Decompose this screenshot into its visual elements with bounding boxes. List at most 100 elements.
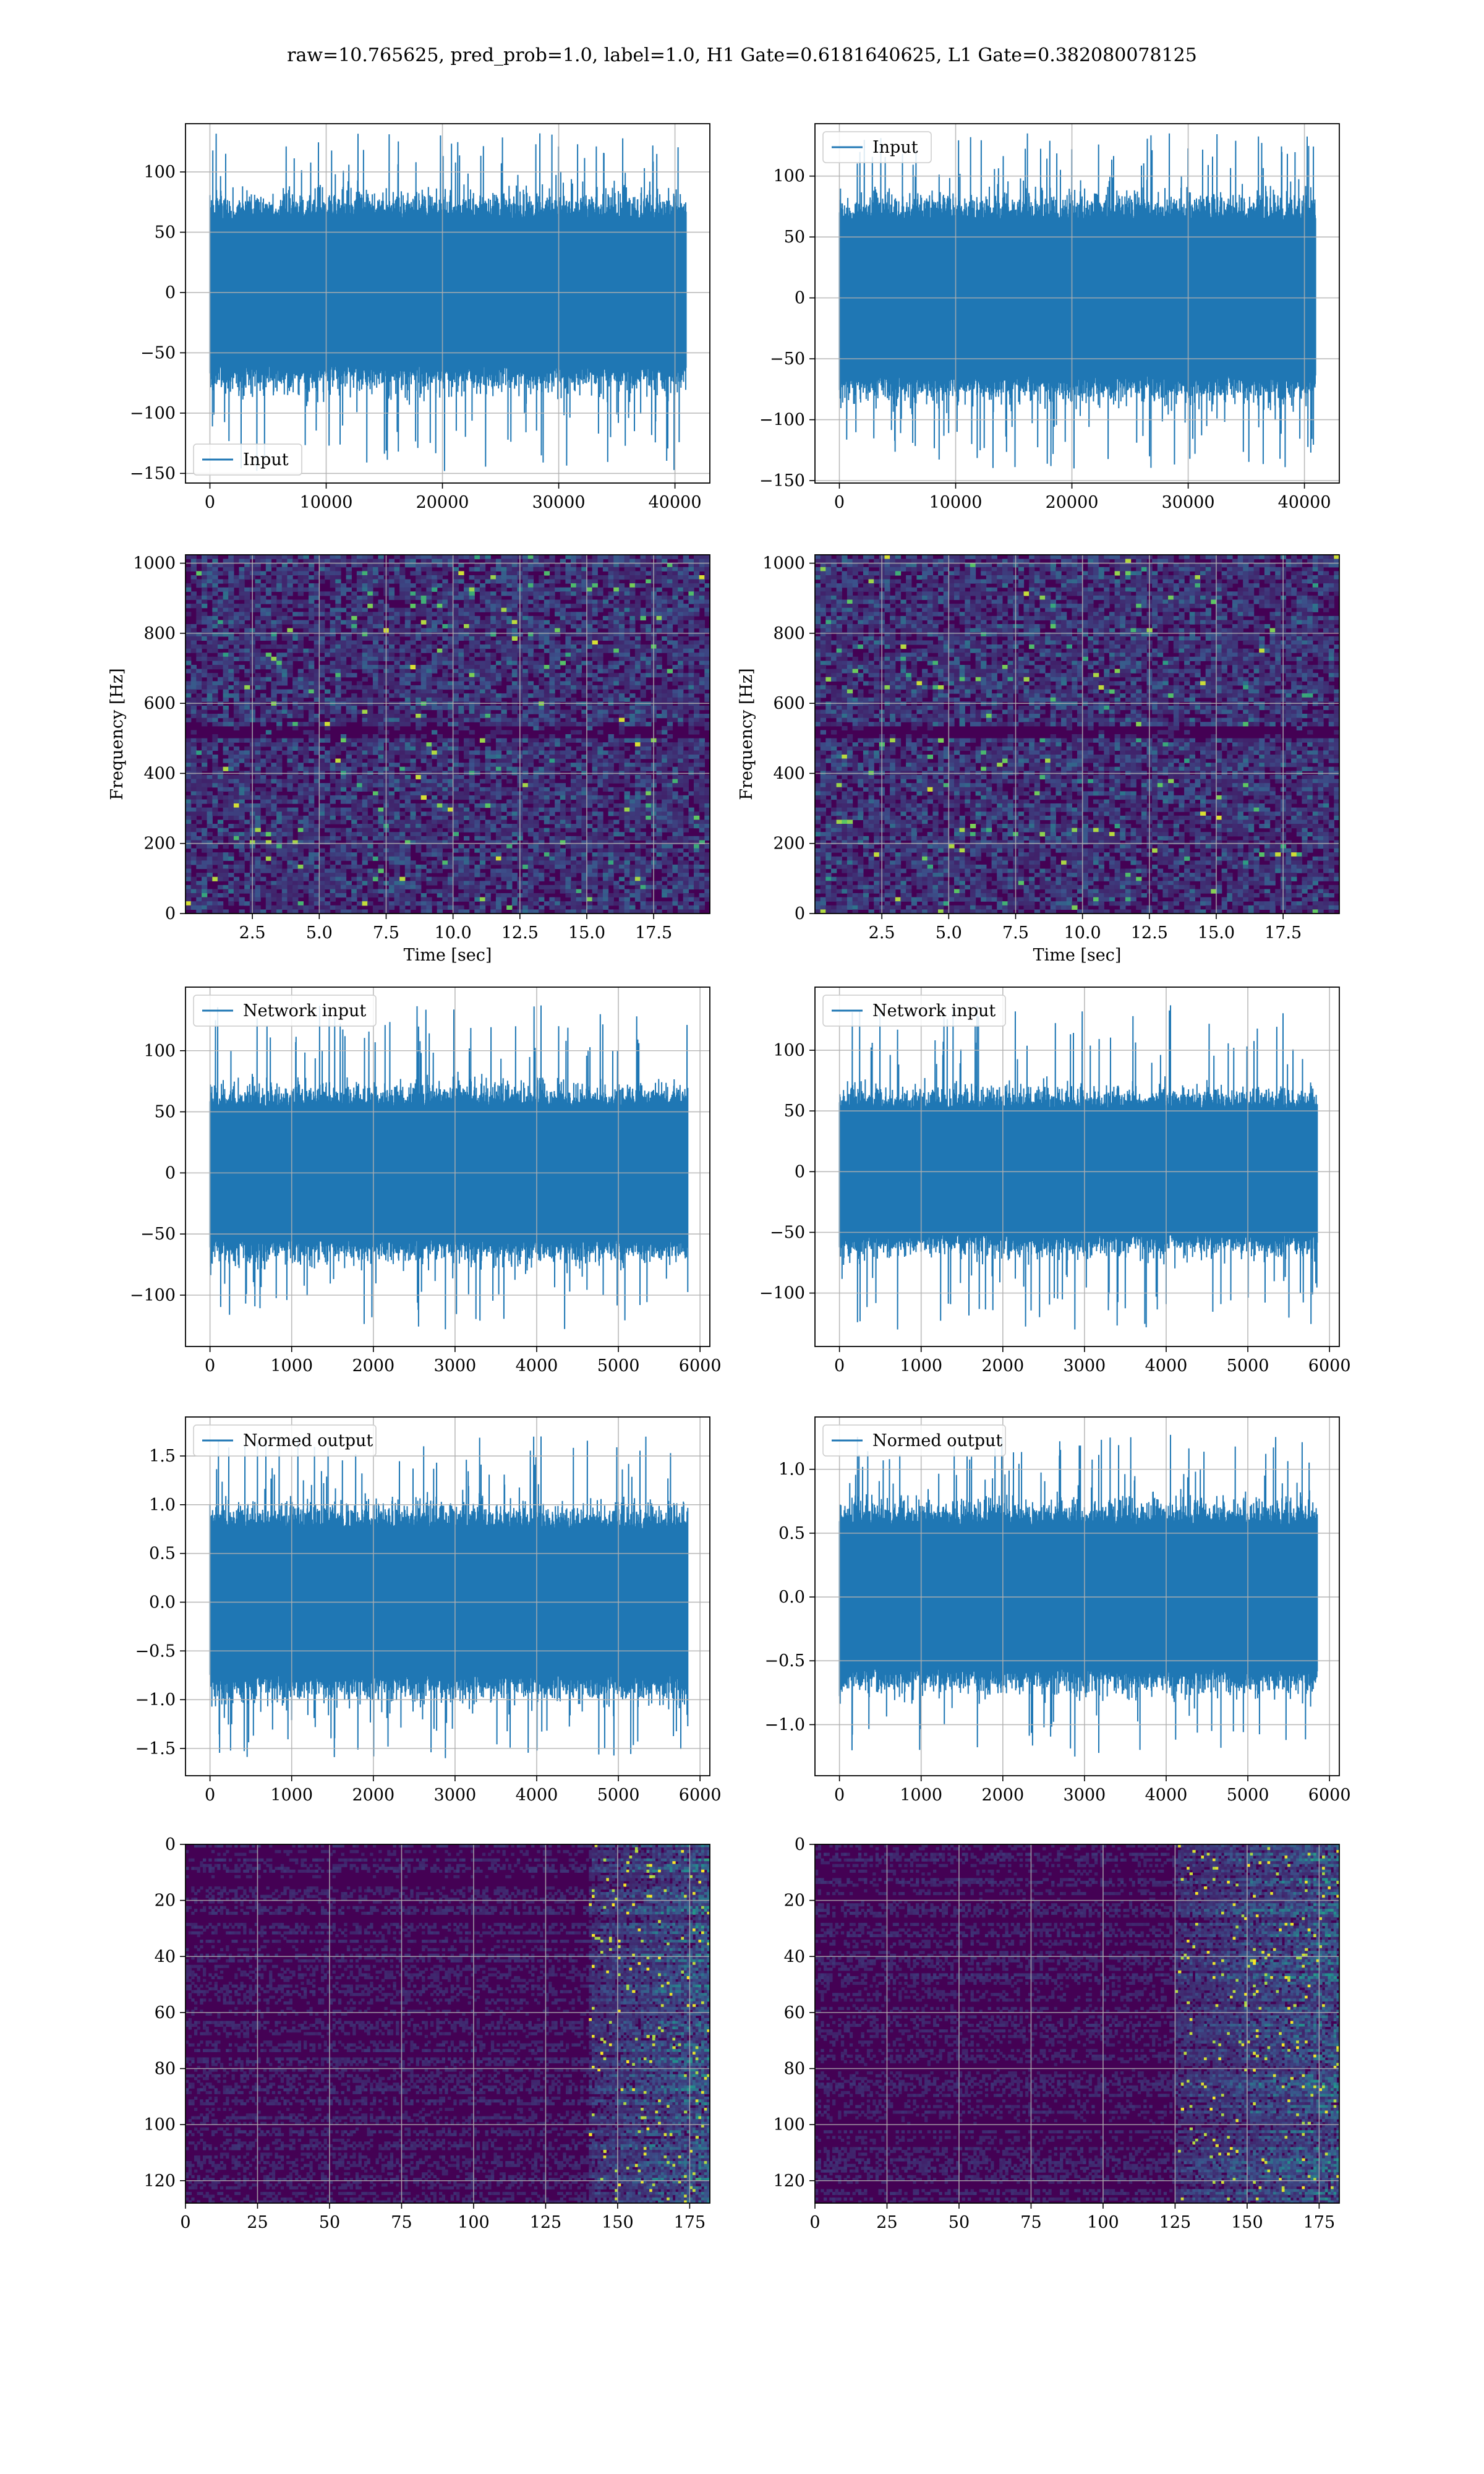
axes-frame (185, 1844, 710, 2204)
x-tick-label: 7.5 (1002, 923, 1029, 943)
heatmap-cells (186, 555, 710, 914)
chart-normed-output-h1: 0 1000 2000 3000 4000 5000 6000 −1.5 −1.0 −0.5 0.0… (135, 1416, 722, 1805)
plot-area (838, 1005, 1318, 1330)
y-tick-label: 600 (143, 694, 176, 713)
y-tick-label: 40 (155, 1947, 176, 1966)
grid-lines (815, 124, 1339, 483)
chart-input-l1: 0 10000 20000 30000 40000 −150 −100 −50 0 50 100 In… (759, 123, 1340, 512)
x-tick-label: 50 (319, 2213, 340, 2232)
legend-box (193, 995, 377, 1027)
x-tick-label: 6000 (1308, 1356, 1351, 1376)
legend: Normed output (822, 1424, 1006, 1457)
x-axis-label: Time [sec] (1033, 946, 1122, 965)
x-tick-label: 10000 (300, 493, 353, 512)
y-tick-label: −100 (130, 404, 176, 423)
y-tick-label: −0.5 (764, 1651, 805, 1671)
x-tick-label: 50 (949, 2213, 970, 2232)
axes-frame (814, 1416, 1340, 1776)
legend: Network input (193, 995, 377, 1027)
y-tick-label: −0.5 (135, 1641, 176, 1661)
x-tick-label: 3000 (434, 1356, 477, 1376)
y-tick-label: 120 (143, 2172, 176, 2191)
x-tick-label: 4000 (1145, 1356, 1188, 1376)
x-tick-label: 7.5 (373, 923, 399, 943)
y-tick-label: 0 (165, 904, 176, 923)
legend: Input (193, 443, 302, 476)
y-tick-label: 600 (773, 694, 805, 713)
y-tick-label: 20 (155, 1891, 176, 1911)
axes-frame (814, 1844, 1340, 2204)
series-line (209, 133, 687, 471)
y-tick-label: 50 (784, 1102, 805, 1121)
x-tick-label: 2000 (981, 1356, 1024, 1376)
x-tick-label: 2000 (352, 1356, 394, 1376)
x-tick-label: 100 (1087, 2213, 1119, 2232)
legend: Network input (822, 995, 1006, 1027)
ticks: 0 1000 2000 3000 4000 5000 6000 −100 −50 0 50 100 (130, 1042, 722, 1376)
x-tick-label: 10000 (929, 493, 983, 512)
y-tick-label: 60 (784, 2003, 805, 2022)
x-tick-label: 125 (1159, 2213, 1192, 2232)
x-tick-label: 20000 (416, 493, 469, 512)
series-line (838, 1005, 1318, 1330)
x-tick-label: 1000 (270, 1786, 313, 1805)
x-tick-label: 0 (205, 493, 215, 512)
x-tick-label: 6000 (679, 1356, 722, 1376)
y-tick-label: 60 (155, 2003, 176, 2022)
legend-box (822, 131, 932, 163)
x-tick-label: 12.5 (501, 923, 539, 943)
y-tick-label: 200 (773, 834, 805, 854)
chart-network-input-h1: 0 1000 2000 3000 4000 5000 6000 −100 −50 0 50 100 Ne… (130, 987, 722, 1376)
x-tick-label: 75 (391, 2213, 412, 2232)
x-tick-label: 6000 (679, 1786, 722, 1805)
y-tick-label: 100 (143, 163, 176, 182)
y-tick-label: −50 (140, 1225, 176, 1244)
legend-label: Network input (243, 1001, 366, 1021)
x-tick-label: 30000 (532, 493, 586, 512)
x-tick-label: 125 (530, 2213, 562, 2232)
x-tick-label: 100 (458, 2213, 490, 2232)
x-tick-label: 2.5 (239, 923, 266, 943)
x-tick-label: 5.0 (306, 923, 333, 943)
grid-lines (186, 987, 710, 1346)
x-tick-label: 40000 (649, 493, 702, 512)
y-tick-label: −1.5 (135, 1739, 176, 1758)
x-tick-label: 2000 (981, 1786, 1024, 1805)
y-tick-label: 1000 (133, 554, 176, 573)
y-tick-label: 120 (773, 2172, 805, 2191)
x-tick-label: 0 (834, 493, 845, 512)
x-tick-label: 150 (1231, 2213, 1263, 2232)
heatmap-cells (815, 555, 1339, 914)
x-tick-label: 10.0 (1064, 923, 1101, 943)
axes-frame (185, 987, 710, 1347)
heatmap-cells (815, 1844, 1339, 2203)
ticks: 2.5 5.0 7.5 10.0 12.5 15.0 17.5 0 200 400 600 800 10… (762, 554, 1302, 943)
series-line (209, 1436, 689, 1758)
ticks: 0 1000 2000 3000 4000 5000 6000 −100 −50 0 50 100 (759, 1041, 1351, 1376)
chart-feature-map-h1: 0 25 50 75 100 125 150 175 0 20 40 60 80 100 120 (143, 1835, 710, 2232)
y-tick-label: 80 (784, 2060, 805, 2079)
plot-area (209, 1436, 689, 1758)
series-line (838, 133, 1316, 469)
x-tick-label: 25 (876, 2213, 897, 2232)
x-tick-label: 5000 (597, 1356, 640, 1376)
y-tick-label: 100 (773, 1041, 805, 1060)
axes-frame (185, 1416, 710, 1776)
figure-title: raw=10.765625, pred_prob=1.0, label=1.0,… (0, 45, 1484, 66)
x-tick-label: 40000 (1278, 493, 1331, 512)
x-tick-label: 3000 (434, 1786, 477, 1805)
y-tick-label: −50 (770, 1223, 805, 1242)
x-tick-label: 17.5 (635, 923, 672, 943)
y-tick-label: 0 (165, 1163, 176, 1183)
x-tick-label: 5000 (1227, 1356, 1269, 1376)
y-tick-label: 1000 (762, 554, 805, 573)
y-tick-label: 400 (773, 764, 805, 783)
legend-box (822, 995, 1006, 1027)
y-tick-label: 0 (795, 289, 805, 308)
x-tick-label: 0 (834, 1356, 845, 1376)
y-tick-label: 800 (773, 624, 805, 643)
axes-frame (814, 987, 1340, 1347)
ticks: 2.5 5.0 7.5 10.0 12.5 15.0 17.5 0 200 400 600 800 10… (133, 554, 672, 943)
ticks: 0 1000 2000 3000 4000 5000 6000 −1.0 −0.5 0.0 0.5 1… (764, 1460, 1350, 1805)
series-line (209, 1005, 689, 1330)
